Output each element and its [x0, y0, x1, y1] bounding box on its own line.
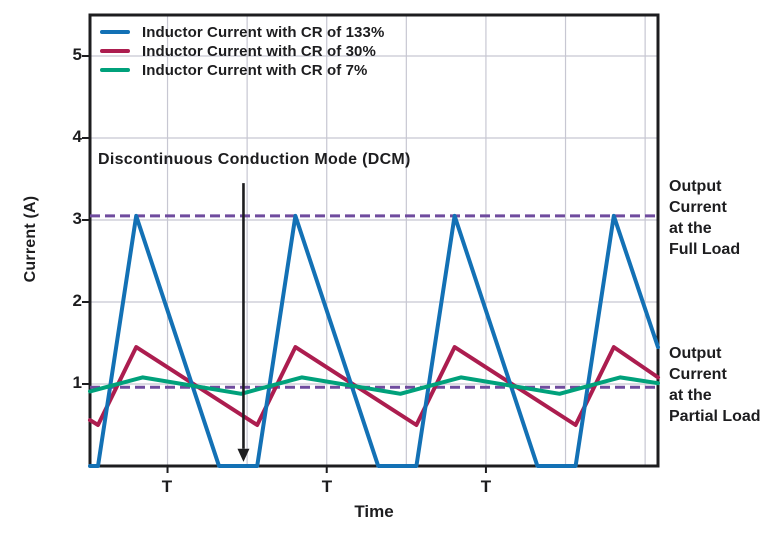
series-line-cr133 [88, 213, 660, 468]
x-tick-label-t3: T [480, 477, 492, 496]
ref-full-line: Output [669, 178, 722, 195]
ref-partial-line: Output [669, 345, 722, 362]
x-tick-label-t2: T [321, 477, 333, 496]
legend-swatch-green-icon [100, 68, 130, 72]
reference-label-partial-load: Output Current at the Partial Load [669, 343, 779, 427]
ref-partial-line: Current [669, 366, 727, 383]
y-tick-label-3: 3 [72, 209, 82, 228]
legend: Inductor Current with CR of 133% Inducto… [100, 23, 384, 79]
ref-full-line: Full Load [669, 241, 741, 258]
y-tick-label-5: 5 [72, 45, 82, 64]
x-tick-label-t1: T [161, 477, 173, 496]
legend-item-cr30: Inductor Current with CR of 30% [100, 42, 384, 60]
series-line-cr7 [88, 375, 660, 396]
legend-item-label: Inductor Current with CR of 30% [142, 42, 376, 60]
legend-swatch-crimson-icon [100, 49, 130, 53]
legend-item-label: Inductor Current with CR of 7% [142, 61, 368, 79]
plot-border [88, 13, 660, 468]
dcm-arrow-head-icon [237, 448, 250, 462]
ref-full-line: at the [669, 220, 712, 237]
x-axis-label: Time [354, 502, 394, 521]
ref-partial-line: Partial Load [669, 408, 761, 425]
y-axis-label: Current (A) [22, 195, 39, 283]
y-tick-label-1: 1 [72, 373, 82, 392]
y-tick-label-4: 4 [72, 127, 82, 146]
legend-item-cr133: Inductor Current with CR of 133% [100, 23, 384, 41]
y-tick-label-2: 2 [72, 291, 82, 310]
reference-label-full-load: Output Current at the Full Load [669, 176, 779, 260]
legend-item-cr7: Inductor Current with CR of 7% [100, 61, 384, 79]
ref-partial-line: at the [669, 387, 712, 404]
legend-item-label: Inductor Current with CR of 133% [142, 23, 385, 41]
dcm-annotation: Discontinuous Conduction Mode (DCM) [98, 151, 411, 168]
legend-swatch-blue-icon [100, 30, 130, 34]
ref-full-line: Current [669, 199, 727, 216]
